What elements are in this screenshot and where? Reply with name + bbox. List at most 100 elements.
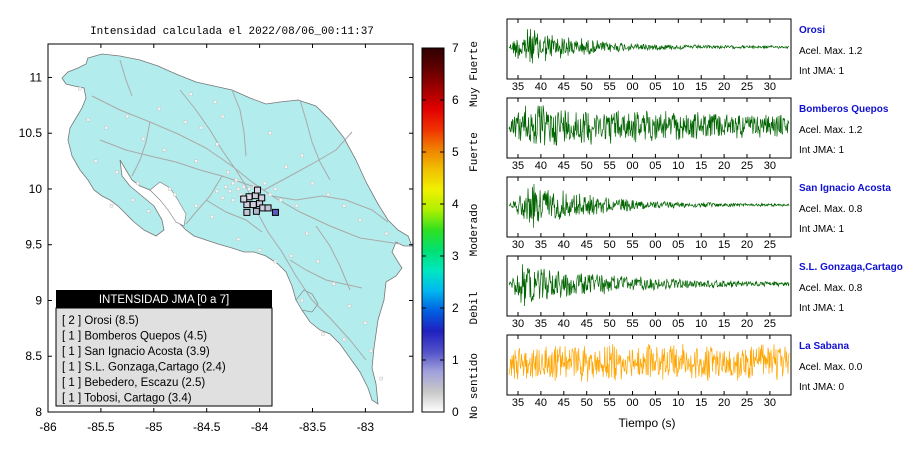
jma-intensity-label: Int JMA: 1 [799,145,844,156]
colorbar-ticks: 0 1 2 3 4 5 6 7 [422,41,459,419]
station-point [183,120,188,124]
station-point [347,304,352,308]
map-y-tick-label: 10 [29,182,43,196]
waveform-tick-label: 40 [558,239,570,251]
station-point [115,170,119,174]
intensity-station-marker[interactable] [249,201,257,209]
waveform-tick-label: 25 [741,160,753,172]
waveform-tick-label: 00 [649,318,661,330]
station-point [136,181,140,186]
map-y-tick-label: 9.5 [25,238,42,252]
waveform-tick-label: 25 [741,81,753,93]
colorbar-tick-label: 0 [452,405,459,419]
intensity-station-marker[interactable] [271,208,279,216]
waveform-tick-label: 50 [603,239,615,251]
jma-intensity-label: Int JMA: 0 [799,382,844,393]
colorbar-tick-label: 2 [452,301,459,315]
colorbar: 0 1 2 3 4 5 6 7 No sentido Debil Moderado Fuerte Mu… [421,41,481,419]
legend-item: [ 1 ] Bebedero, Escazu (2.5) [62,377,205,389]
waveform-tick-label: 45 [558,160,570,172]
colorbar-tick-label: 1 [452,353,459,367]
waveform-tick-label: 10 [672,160,684,172]
waveform-tick-label: 20 [718,160,730,172]
map-x-tick-label: -83 [357,420,375,434]
intensity-station-marker[interactable] [253,186,261,194]
legend-body [55,307,273,407]
waveform-tick-label: 30 [512,239,524,251]
intensity-station-marker[interactable] [258,194,266,202]
accel-max-label: Acel. Max. 1.2 [799,46,863,57]
station-point [342,203,346,208]
station-point [331,282,336,286]
station-point [215,142,219,147]
waveform-tick-label: 50 [581,81,593,93]
colorbar-tick-label: 7 [452,41,459,55]
station-point [213,100,217,104]
waveform-trace [508,105,790,146]
station-point [316,259,320,264]
map-y-tick-label: 8.5 [25,349,42,363]
intensity-station-marker[interactable] [240,195,248,203]
waveform-tick-label: 40 [535,81,547,93]
station-point [326,192,331,197]
intensity-station-marker[interactable] [243,208,251,216]
colorbar-tick-label: 5 [452,145,459,159]
waveform-tick-label: 30 [764,160,776,172]
station-point [210,215,214,219]
waveform-tick-label: 00 [626,160,638,172]
waveform-tick-label: 35 [535,318,547,330]
intensity-station-marker[interactable] [264,204,272,212]
station-point [236,237,241,241]
colorbar-tick-label: 6 [452,93,459,107]
waveform-tick-label: 05 [672,239,684,251]
waveform-tick-label: 10 [672,397,684,409]
waveform-tick-label: 30 [764,397,776,409]
station-point [86,118,90,122]
colorbar-category-label: No sentido [469,353,481,419]
waveform-tick-label: 00 [626,81,638,93]
station-point [247,187,251,191]
station-point [215,189,219,193]
waveform-tick-label: 15 [718,318,730,330]
station-point [224,185,228,189]
station-points [78,86,389,381]
station-point [289,254,294,258]
accel-max-label: Acel. Max. 0.0 [799,362,863,373]
station-point [109,203,114,208]
jma-intensity-label: Int JMA: 1 [799,66,844,77]
intensity-legend: INTENSIDAD JMA [0 a 7] [ 2 ] Orosi (8.5)… [55,290,273,407]
station-point [321,332,325,336]
waveform-tick-label: 50 [581,160,593,172]
station-point [300,298,304,303]
intensity-station-marker[interactable] [252,207,260,215]
waveform-tick-label: 15 [718,239,730,251]
station-point [310,181,315,186]
colorbar-category-label: Fuerte [469,132,481,172]
station-point [358,218,362,222]
station-point [104,125,108,130]
station-point [194,203,198,208]
waveform-x-label: Tiempo (s) [619,416,676,430]
waveform-tick-label: 10 [695,239,707,251]
waveform-tick-label: 40 [535,397,547,409]
legend-item: [ 1 ] San Ignacio Acosta (3.9) [62,346,210,358]
station-point [234,178,239,182]
waveform-tick-label: 25 [741,397,753,409]
station-point [273,187,278,191]
map-y-tick-label: 11 [30,70,43,84]
station-point [279,198,283,202]
map-x-tick-label: -84 [251,420,269,434]
waveform-panel: 30 35 40 45 50 55 00 05 10 15 20 25 S.L. Gonzaga,Car… [506,255,903,330]
map-x-tick-label: -83.5 [299,420,327,434]
station-point [273,259,278,264]
accel-max-label: Acel. Max. 0.8 [799,204,863,215]
waveform-tick-label: 15 [695,81,707,93]
waveform-panel: 35 40 45 50 55 00 05 10 15 20 25 30 Bomberos Quepos A… [506,97,889,172]
legend-item: [ 1 ] Tobosi, Cartago (3.4) [62,393,192,405]
waveform-tick-label: 55 [603,81,615,93]
jma-intensity-label: Int JMA: 1 [799,303,844,314]
waveform-panel: 35 40 45 50 55 00 05 10 15 20 25 30 Orosi Acel. Max. … [506,18,863,93]
legend-title: INTENSIDAD JMA [0 a 7] [99,294,229,306]
waveform-tick-label: 40 [558,318,570,330]
waveform-tick-label: 10 [672,81,684,93]
